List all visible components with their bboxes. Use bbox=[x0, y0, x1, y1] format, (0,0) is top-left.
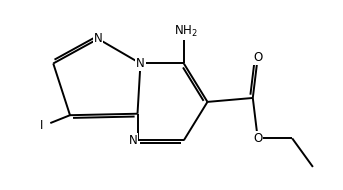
Text: N: N bbox=[94, 32, 103, 45]
Text: N: N bbox=[129, 134, 138, 147]
Text: I: I bbox=[40, 119, 43, 131]
Text: N: N bbox=[136, 57, 145, 70]
Text: O: O bbox=[253, 51, 262, 64]
Text: O: O bbox=[253, 132, 262, 145]
Text: NH$_2$: NH$_2$ bbox=[174, 23, 198, 39]
